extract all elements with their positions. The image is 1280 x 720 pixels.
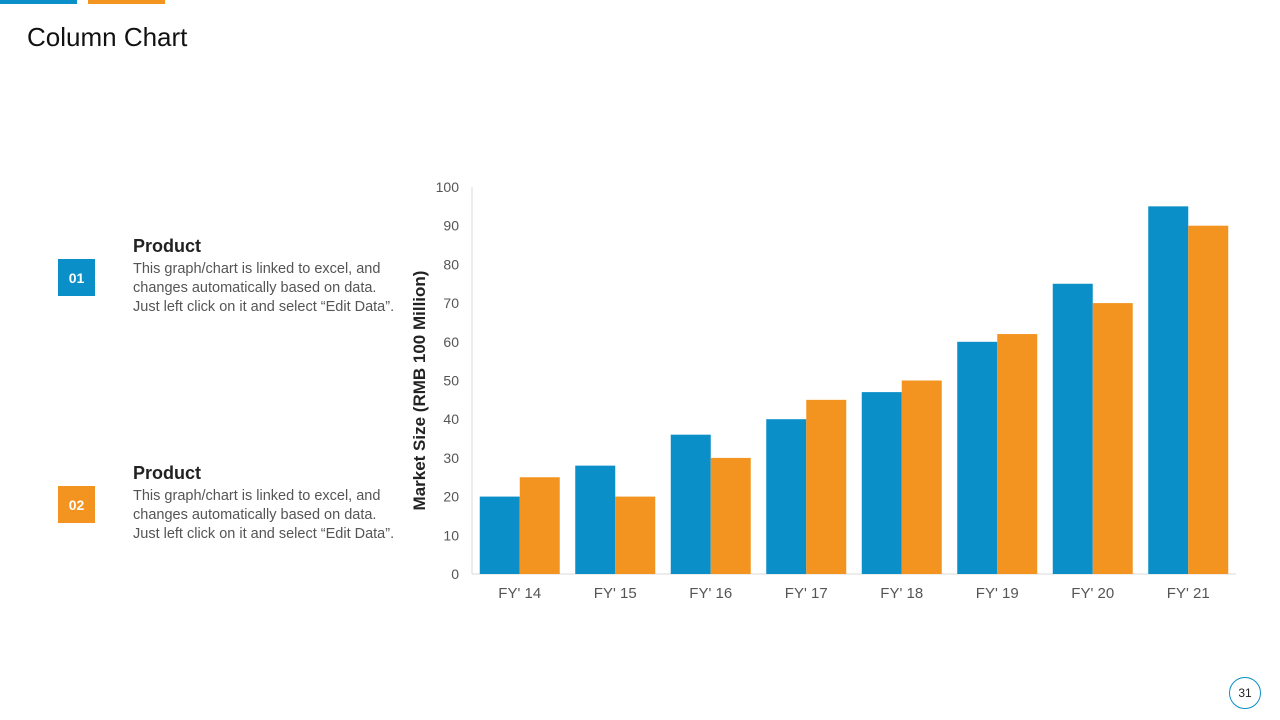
bar-1 — [1052, 283, 1093, 574]
bar-1 — [766, 419, 807, 574]
bar-1 — [575, 465, 616, 574]
top-accent-bar-blue — [0, 0, 77, 4]
bar-2 — [1092, 303, 1133, 574]
x-tick-label: FY' 21 — [1167, 585, 1210, 602]
bar-2 — [615, 496, 656, 574]
y-tick-label: 80 — [443, 256, 459, 272]
product-description: This graph/chart is linked to excel, and… — [133, 488, 395, 542]
product-number-badge: 02 — [58, 486, 95, 523]
x-tick-label: FY' 18 — [880, 585, 923, 602]
y-tick-label: 50 — [443, 373, 459, 389]
x-tick-label: FY' 20 — [1071, 585, 1114, 602]
x-tick-label: FY' 17 — [785, 585, 828, 602]
bar-2 — [519, 477, 560, 574]
bar-2 — [901, 380, 942, 574]
y-tick-label: 100 — [436, 179, 460, 195]
y-tick-label: 40 — [443, 411, 459, 427]
x-tick-label: FY' 15 — [594, 585, 637, 602]
bar-2 — [806, 399, 847, 574]
bar-1 — [957, 341, 998, 574]
bar-1 — [670, 434, 711, 574]
y-axis-title: Market Size (RMB 100 Million) — [410, 271, 429, 511]
product-description: This graph/chart is linked to excel, and… — [133, 261, 395, 315]
y-tick-label: 60 — [443, 334, 459, 350]
product-title: Product — [133, 236, 202, 256]
x-tick-label: FY' 16 — [689, 585, 732, 602]
bar-2 — [1188, 225, 1229, 574]
y-tick-label: 90 — [443, 218, 459, 234]
bar-2 — [710, 457, 751, 574]
x-tick-label: FY' 19 — [976, 585, 1019, 602]
bar-1 — [861, 392, 902, 574]
product-number-badge: 01 — [58, 259, 95, 296]
y-tick-label: 10 — [443, 527, 459, 543]
bar-2 — [997, 334, 1038, 574]
bar-1 — [479, 496, 520, 574]
y-tick-label: 70 — [443, 295, 459, 311]
y-tick-label: 20 — [443, 489, 459, 505]
product-title: Product — [133, 463, 202, 483]
x-tick-label: FY' 14 — [498, 585, 541, 602]
top-accent-bar-orange — [88, 0, 165, 4]
y-tick-label: 30 — [443, 450, 459, 466]
slide-title: Column Chart — [27, 22, 188, 52]
column-chart[interactable]: 0 10 20 30 40 50 60 70 80 90 100 Market Size (RMB 1… — [400, 170, 1250, 620]
page-number: 31 — [1229, 677, 1261, 709]
bar-1 — [1148, 206, 1189, 574]
y-tick-label: 0 — [451, 566, 459, 582]
